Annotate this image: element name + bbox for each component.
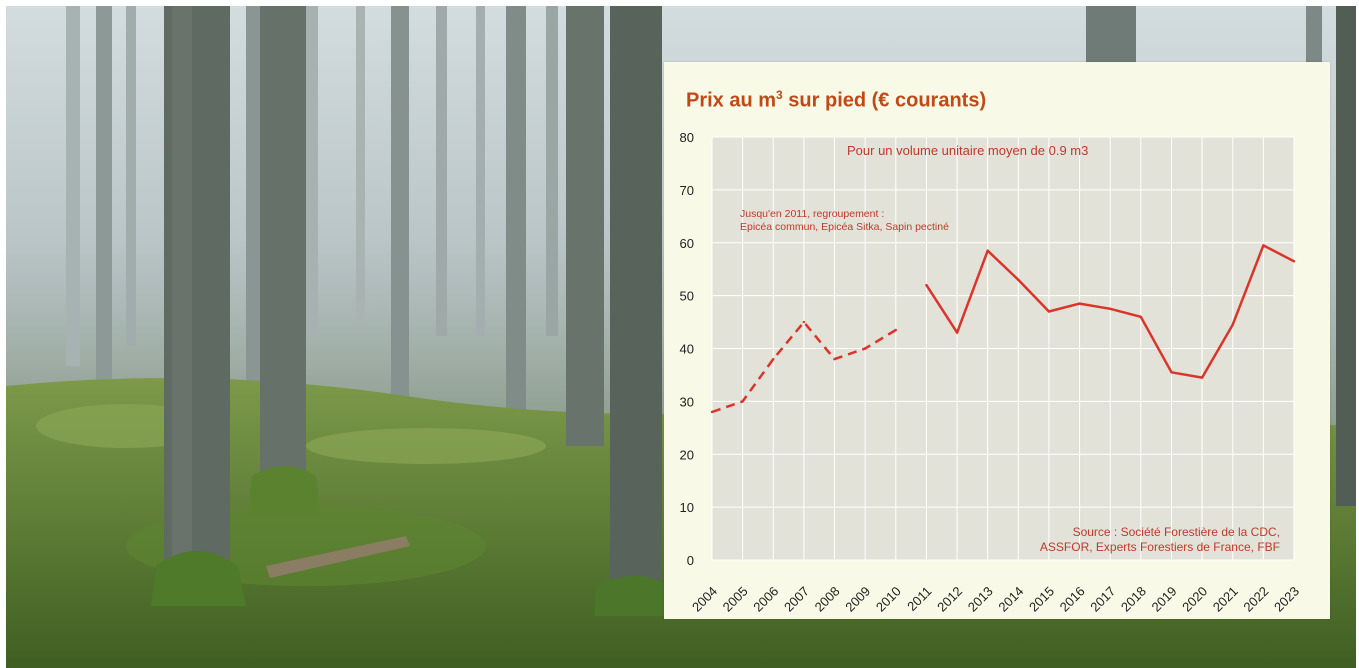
chart-source-line-2: ASSFOR, Experts Forestiers de France, FB… [1040, 540, 1280, 554]
x-tick-label: 2010 [873, 584, 904, 615]
y-tick-label: 30 [680, 394, 694, 409]
data-point [986, 249, 989, 252]
chart-subtitle: Pour un volume unitaire moyen de 0.9 m3 [847, 143, 1088, 158]
data-point [1047, 310, 1051, 313]
chart-title-rest: sur pied (€ courants) [782, 89, 987, 112]
data-point [894, 328, 897, 332]
data-point [741, 400, 744, 403]
chart-title: Prix au m3 sur pied (€ courants) [686, 88, 986, 113]
data-point [863, 347, 867, 350]
data-point [1262, 244, 1265, 247]
y-tick-label: 50 [680, 289, 694, 304]
data-point [925, 283, 928, 287]
x-tick-label: 2013 [965, 584, 996, 615]
y-tick-label: 60 [680, 236, 694, 251]
y-tick-label: 20 [680, 447, 694, 462]
chart-title-main: Prix au m [686, 89, 777, 112]
x-tick-label: 2006 [750, 584, 781, 615]
data-point [710, 410, 714, 414]
x-tick-label: 2012 [934, 584, 965, 615]
y-tick-label: 70 [680, 183, 694, 198]
x-tick-label: 2023 [1271, 584, 1302, 615]
data-point [1170, 371, 1173, 374]
y-tick-label: 10 [680, 500, 694, 515]
x-tick-label: 2019 [1149, 584, 1180, 615]
data-point [1200, 376, 1204, 379]
data-point [1109, 307, 1112, 311]
x-tick-label: 2011 [904, 584, 934, 614]
y-tick-label: 0 [687, 553, 694, 568]
x-tick-label: 2018 [1118, 584, 1149, 615]
chart-card: Prix au m3 sur pied (€ courants) 0 10 20 30… [664, 62, 1330, 619]
x-tick-label: 2021 [1210, 584, 1241, 615]
x-tick-label: 2020 [1179, 584, 1210, 615]
x-tick-label: 2007 [781, 584, 812, 615]
x-tick-label: 2016 [1057, 584, 1088, 615]
data-point [1139, 315, 1143, 318]
data-point [1017, 278, 1020, 281]
data-point [1231, 323, 1234, 326]
data-point [1078, 302, 1081, 305]
x-tick-label: 2022 [1240, 584, 1271, 615]
y-tick-label: 40 [680, 342, 694, 357]
chart-annotation-line-2: Epicéa commun, Epicéa Sitka, Sapin pecti… [740, 221, 949, 233]
chart-source-line-1: Source : Société Forestière de la CDC, [1073, 525, 1280, 539]
data-point [955, 331, 959, 334]
x-tick-label: 2014 [995, 584, 1026, 615]
x-tick-label: 2015 [1026, 584, 1057, 615]
chart-title-superscript: 3 [776, 88, 783, 102]
data-point [772, 357, 775, 361]
x-tick-label: 2017 [1087, 584, 1118, 615]
data-point [802, 320, 806, 324]
y-tick-label: 80 [680, 130, 694, 145]
x-tick-label: 2005 [720, 584, 751, 615]
x-tick-label: 2009 [842, 584, 873, 615]
x-tick-label: 2008 [812, 584, 843, 615]
data-point [1292, 260, 1296, 263]
chart-annotation-line-1: Jusqu'en 2011, regroupement : [740, 208, 884, 220]
data-point [833, 357, 836, 361]
x-tick-label: 2004 [689, 584, 720, 615]
